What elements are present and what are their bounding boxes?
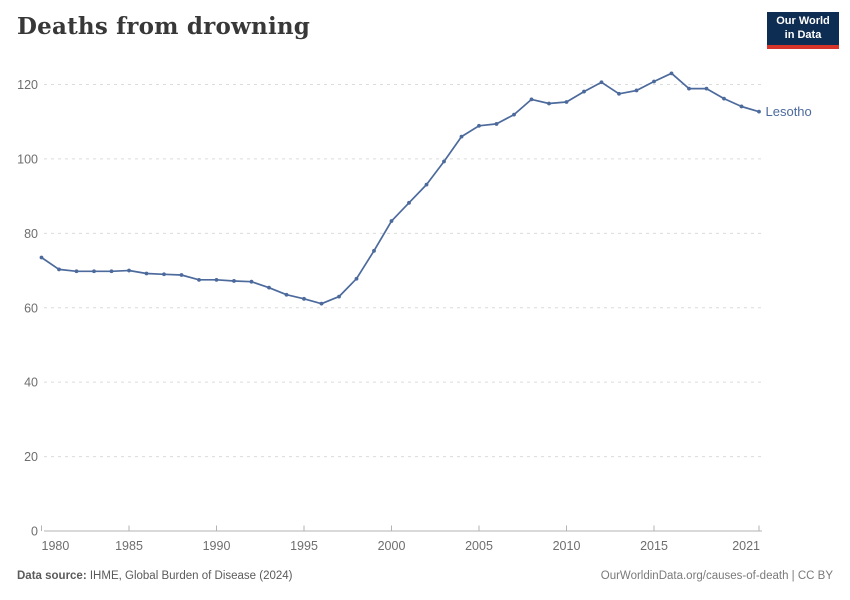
owid-logo-line1: Our World (776, 15, 830, 28)
data-point[interactable] (477, 123, 481, 128)
data-point[interactable] (407, 200, 411, 205)
owid-logo[interactable]: Our World in Data (767, 12, 839, 49)
data-point[interactable] (617, 91, 621, 96)
data-point[interactable] (92, 269, 96, 274)
x-axis-tick-label: 1980 (42, 539, 70, 553)
data-point[interactable] (232, 279, 236, 283)
x-axis-tick-label: 2015 (640, 539, 668, 553)
data-source-note: Data source: IHME, Global Burden of Dise… (17, 570, 293, 582)
x-axis-tick-label: 1995 (290, 539, 318, 553)
data-point[interactable] (372, 248, 376, 253)
x-axis-tick-label: 2021 (732, 539, 760, 553)
x-axis-tick-label: 1985 (115, 539, 143, 553)
data-point[interactable] (512, 112, 516, 117)
chart-footer: Data source: IHME, Global Burden of Dise… (17, 570, 833, 582)
y-axis-tick-label: 60 (24, 301, 38, 315)
y-axis-tick-label: 0 (31, 525, 38, 539)
data-point[interactable] (442, 159, 446, 164)
data-point[interactable] (284, 292, 289, 297)
data-point[interactable] (162, 272, 166, 277)
owid-logo-line2: in Data (784, 28, 822, 41)
chart-line[interactable] (40, 72, 760, 305)
data-point[interactable] (529, 97, 534, 102)
data-point[interactable] (39, 255, 44, 260)
data-point[interactable] (74, 269, 79, 274)
data-point[interactable] (739, 104, 744, 109)
data-point[interactable] (704, 86, 709, 91)
data-point[interactable] (757, 109, 761, 114)
y-axis-tick-label: 40 (24, 376, 38, 390)
data-point[interactable] (57, 267, 61, 272)
data-point[interactable] (354, 276, 359, 281)
y-axis-tick-label: 80 (24, 227, 38, 241)
chart-title: Deaths from drowning (17, 13, 311, 40)
credit-link[interactable]: OurWorldinData.org/causes-of-death | CC … (600, 570, 833, 582)
data-source-text: IHME, Global Burden of Disease (2024) (86, 570, 293, 582)
x-axis-tick-label: 2005 (465, 539, 493, 553)
data-point[interactable] (424, 182, 429, 187)
series-label-lesotho[interactable]: Lesotho (766, 104, 812, 119)
data-point[interactable] (389, 219, 394, 223)
data-point[interactable] (599, 80, 604, 85)
data-point[interactable] (634, 88, 639, 93)
data-source-label: Data source: (17, 570, 87, 582)
y-axis-tick-label: 20 (24, 450, 38, 464)
data-point[interactable] (249, 279, 254, 284)
data-point[interactable] (669, 71, 674, 76)
data-point[interactable] (564, 100, 569, 104)
data-point[interactable] (319, 301, 324, 306)
data-point[interactable] (179, 273, 184, 277)
x-axis-tick-label: 1990 (203, 539, 231, 553)
data-point[interactable] (302, 296, 306, 301)
data-point[interactable] (459, 134, 464, 139)
y-axis-tick-label: 120 (17, 78, 38, 92)
data-point[interactable] (214, 277, 219, 282)
data-point[interactable] (547, 101, 551, 106)
data-point[interactable] (197, 277, 201, 282)
data-point[interactable] (652, 79, 656, 84)
y-axis-tick-label: 100 (17, 152, 38, 166)
data-point[interactable] (687, 86, 691, 91)
data-point[interactable] (144, 271, 149, 276)
data-point[interactable] (494, 122, 499, 126)
x-axis-tick-label: 2010 (553, 539, 581, 553)
data-point[interactable] (722, 96, 726, 101)
data-point[interactable] (267, 285, 271, 290)
data-point[interactable] (582, 89, 586, 94)
data-point[interactable] (337, 294, 341, 299)
x-axis-tick-label: 2000 (378, 539, 406, 553)
data-point[interactable] (109, 269, 114, 274)
data-point[interactable] (127, 268, 131, 273)
